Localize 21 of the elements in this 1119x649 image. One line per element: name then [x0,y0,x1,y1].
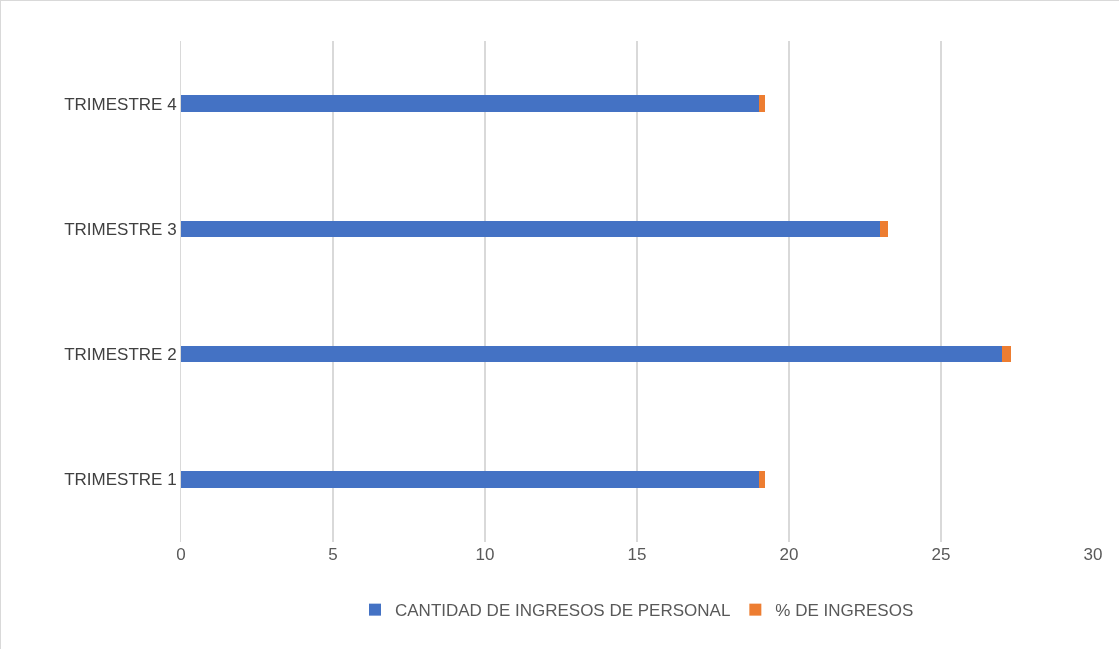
bar [880,220,888,238]
x-tick-label: 25 [931,545,951,564]
x-tick-label: 20 [779,545,799,564]
bar [758,471,765,488]
x-tick-label: 15 [627,545,647,564]
legend-label: CANTIDAD DE INGRESOS DE PERSONAL [395,601,731,621]
y-tick-label: TRIMESTRE 4 [64,94,177,114]
y-tick-label: TRIMESTRE 1 [64,470,177,490]
bar [1001,345,1011,363]
bar [181,471,759,488]
x-tick-label: 0 [176,545,186,564]
legend-label: % DE INGRESOS [775,601,914,621]
y-tick-label: TRIMESTRE 3 [64,219,177,239]
y-tick-label: TRIMESTRE 2 [64,345,177,365]
bar [181,345,1002,363]
x-tick-label: 10 [475,545,495,564]
x-tick-label: 5 [328,545,338,564]
x-tick-label: 30 [1083,545,1103,564]
bar [181,95,759,112]
bar [758,95,765,112]
bar [181,220,881,238]
